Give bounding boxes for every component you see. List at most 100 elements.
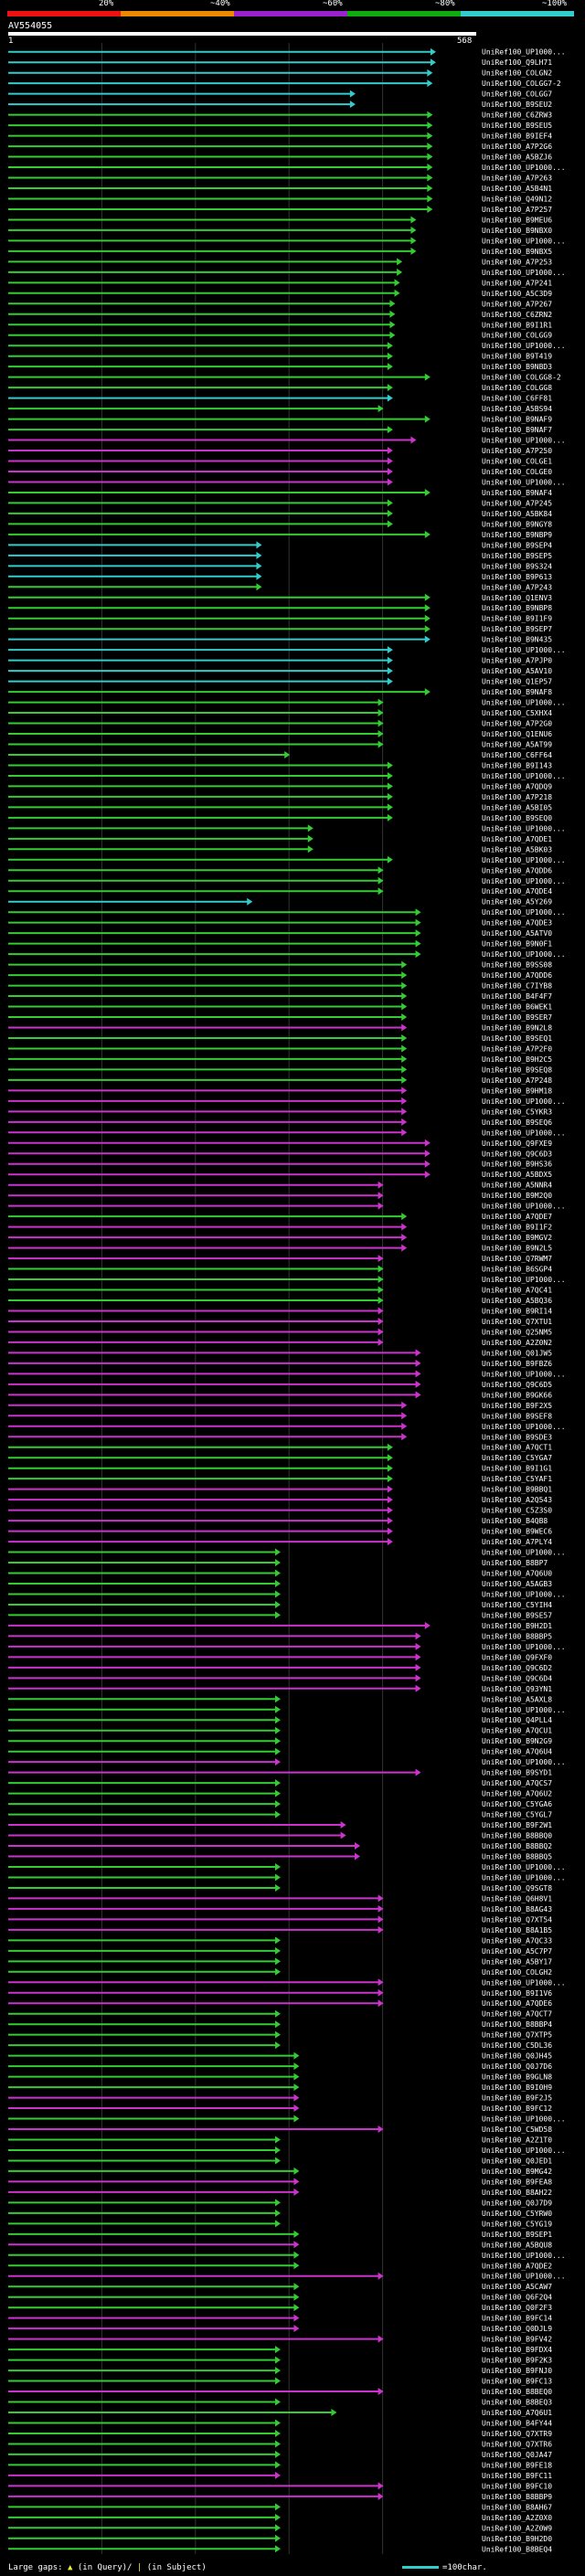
hit-label[interactable]: UniRef100_B9H2D0 [482, 2535, 552, 2543]
hit-row[interactable]: UniRef100_B8BBP4 [8, 2020, 552, 2029]
hit-row[interactable]: UniRef100_A5BY17 [8, 1957, 552, 1966]
hit-label[interactable]: UniRef100_Q7XT54 [482, 1915, 552, 1924]
hit-label[interactable]: UniRef100_UP1000... [482, 1549, 566, 1557]
hit-row[interactable]: UniRef100_Q0F2F3 [8, 2304, 552, 2312]
hit-row[interactable]: UniRef100_Q9LH71 [8, 58, 552, 67]
hit-label[interactable]: UniRef100_B9NAF9 [482, 416, 552, 424]
hit-label[interactable]: UniRef100_C5YGA7 [482, 1454, 552, 1462]
hit-label[interactable]: UniRef100_B9GK66 [482, 1391, 552, 1399]
hit-label[interactable]: UniRef100_A7QC41 [482, 1287, 552, 1295]
hit-row[interactable]: UniRef100_B8BEQ0 [8, 2388, 552, 2396]
hit-label[interactable]: UniRef100_A5AT99 [482, 740, 552, 748]
hit-row[interactable]: UniRef100_Q7XTR6 [8, 2440, 552, 2448]
hit-row[interactable]: UniRef100_UP1000... [8, 237, 566, 245]
hit-row[interactable]: UniRef100_A7Q6U0 [8, 1569, 552, 1578]
hit-label[interactable]: UniRef100_A5BS94 [482, 405, 552, 413]
hit-label[interactable]: UniRef100_A7QDE7 [482, 1213, 552, 1221]
hit-label[interactable]: UniRef100_Q0F2F3 [482, 2304, 552, 2312]
hit-row[interactable]: UniRef100_COLGE1 [8, 457, 552, 466]
hit-row[interactable]: UniRef100_A5BQ36 [8, 1297, 552, 1305]
hit-row[interactable]: UniRef100_B9RI14 [8, 1307, 552, 1315]
hit-label[interactable]: UniRef100_B9F2J5 [482, 2094, 552, 2103]
hit-row[interactable]: UniRef100_B9SEP4 [8, 541, 552, 549]
hit-label[interactable]: UniRef100_A7P245 [482, 499, 552, 507]
hit-label[interactable]: UniRef100_COLGE1 [482, 458, 552, 466]
hit-row[interactable]: UniRef100_Q1EP57 [8, 677, 552, 686]
hit-label[interactable]: UniRef100_B9SEU5 [482, 122, 552, 130]
hit-label[interactable]: UniRef100_B4QB8 [482, 1517, 548, 1525]
hit-row[interactable]: UniRef100_UP1000... [8, 771, 566, 780]
hit-row[interactable]: UniRef100_Q1ENV3 [8, 593, 552, 602]
hit-label[interactable]: UniRef100_B9NGY8 [482, 520, 552, 528]
hit-label[interactable]: UniRef100_B9P613 [482, 573, 552, 581]
hit-label[interactable]: UniRef100_Q9C6D2 [482, 1664, 552, 1672]
hit-label[interactable]: UniRef100_Q7XTR6 [482, 2440, 552, 2448]
hit-label[interactable]: UniRef100_B8BEQ4 [482, 2545, 552, 2553]
hit-label[interactable]: UniRef100_C5Z3S0 [482, 1507, 552, 1515]
hit-label[interactable]: UniRef100_A7P218 [482, 793, 552, 801]
hit-label[interactable]: UniRef100_A7P253 [482, 258, 552, 266]
hit-row[interactable]: UniRef100_C5YIH4 [8, 1600, 552, 1609]
hit-label[interactable]: UniRef100_COLGH2 [482, 1968, 552, 1977]
hit-row[interactable]: UniRef100_C5XHX4 [8, 709, 552, 717]
hit-row[interactable]: UniRef100_Q7XT54 [8, 1915, 552, 1924]
hit-label[interactable]: UniRef100_B9FC10 [482, 2482, 552, 2490]
hit-row[interactable]: UniRef100_B8BP7 [8, 1559, 548, 1567]
hit-row[interactable]: UniRef100_A7QDQ9 [8, 782, 552, 790]
hit-row[interactable]: UniRef100_A5ATV0 [8, 929, 552, 938]
hit-label[interactable]: UniRef100_A7Q6U0 [482, 1570, 552, 1578]
hit-label[interactable]: UniRef100_B9NAF7 [482, 426, 552, 434]
hit-label[interactable]: UniRef100_C5XHX4 [482, 709, 552, 717]
hit-label[interactable]: UniRef100_A7QCT1 [482, 1444, 552, 1452]
hit-row[interactable]: UniRef100_C6ZRN2 [8, 310, 552, 319]
hit-label[interactable]: UniRef100_B9SEQ6 [482, 1118, 552, 1127]
hit-label[interactable]: UniRef100_Q6F2Q4 [482, 2294, 552, 2302]
hit-label[interactable]: UniRef100_A7QDE1 [482, 835, 552, 843]
hit-row[interactable]: UniRef100_A7P245 [8, 499, 552, 507]
hit-row[interactable]: UniRef100_B9FC14 [8, 2314, 552, 2323]
hit-row[interactable]: UniRef100_B9FC11 [8, 2471, 552, 2480]
hit-label[interactable]: UniRef100_A7QCT7 [482, 2010, 552, 2019]
hit-label[interactable]: UniRef100_B9FBZ6 [482, 1360, 552, 1368]
hit-label[interactable]: UniRef100_B9NBP9 [482, 531, 552, 539]
hit-label[interactable]: UniRef100_A7QDE2 [482, 2262, 552, 2270]
hit-row[interactable]: UniRef100_A7P241 [8, 279, 552, 287]
hit-label[interactable]: UniRef100_B9F2X5 [482, 1402, 552, 1410]
hit-label[interactable]: UniRef100_UP1000... [482, 2252, 566, 2260]
hit-row[interactable]: UniRef100_Q0JA47 [8, 2450, 552, 2459]
hit-row[interactable]: UniRef100_Q9C6D3 [8, 1150, 552, 1158]
hit-row[interactable]: UniRef100_B9SS08 [8, 960, 552, 970]
hit-row[interactable]: UniRef100_B9HS36 [8, 1160, 552, 1169]
hit-label[interactable]: UniRef100_UP1000... [482, 1706, 566, 1714]
hit-label[interactable]: UniRef100_UP1000... [482, 2273, 566, 2281]
hit-row[interactable]: UniRef100_A7QDE1 [8, 834, 552, 843]
hit-row[interactable]: UniRef100_UP1000... [8, 855, 566, 864]
hit-row[interactable]: UniRef100_Q49N12 [8, 195, 552, 203]
hit-label[interactable]: UniRef100_A2Z0W9 [482, 2524, 552, 2532]
hit-row[interactable]: UniRef100_B8AH22 [8, 2188, 552, 2197]
hit-label[interactable]: UniRef100_A2Z0X0 [482, 2514, 552, 2522]
hit-label[interactable]: UniRef100_B9N0F1 [482, 940, 552, 949]
hit-label[interactable]: UniRef100_C5DL36 [482, 2041, 552, 2050]
hit-label[interactable]: UniRef100_UP1000... [482, 950, 566, 959]
hit-label[interactable]: UniRef100_B9BBQ1 [482, 1486, 552, 1494]
hit-label[interactable]: UniRef100_B9SEP7 [482, 625, 552, 633]
hit-row[interactable]: UniRef100_A5BQU8 [8, 2241, 552, 2249]
hit-label[interactable]: UniRef100_A5BQ36 [482, 1297, 552, 1305]
hit-row[interactable]: UniRef100_C5WD58 [8, 2125, 552, 2134]
hit-row[interactable]: UniRef100_COLGG7 [8, 90, 552, 99]
hit-row[interactable]: UniRef100_B9NBX5 [8, 247, 552, 256]
hit-label[interactable]: UniRef100_B9FC11 [482, 2472, 552, 2480]
hit-label[interactable]: UniRef100_A5ATV0 [482, 929, 552, 938]
hit-label[interactable]: UniRef100_A5AV10 [482, 667, 552, 675]
hit-label[interactable]: UniRef100_Q9C6D3 [482, 1150, 552, 1158]
hit-row[interactable]: UniRef100_A7P253 [8, 258, 552, 266]
hit-row[interactable]: UniRef100_B9I143 [8, 761, 552, 769]
hit-row[interactable]: UniRef100_UP1000... [8, 48, 566, 57]
hit-label[interactable]: UniRef100_B9SS08 [482, 961, 552, 970]
hit-row[interactable]: UniRef100_A2Z0N2 [8, 1338, 552, 1347]
hit-row[interactable]: UniRef100_B9H2C5 [8, 1055, 552, 1064]
hit-row[interactable]: UniRef100_B8AG43 [8, 1904, 552, 1913]
hit-row[interactable]: UniRef100_COLGG9 [8, 331, 552, 340]
hit-row[interactable]: UniRef100_C5YGL7 [8, 1810, 552, 1819]
